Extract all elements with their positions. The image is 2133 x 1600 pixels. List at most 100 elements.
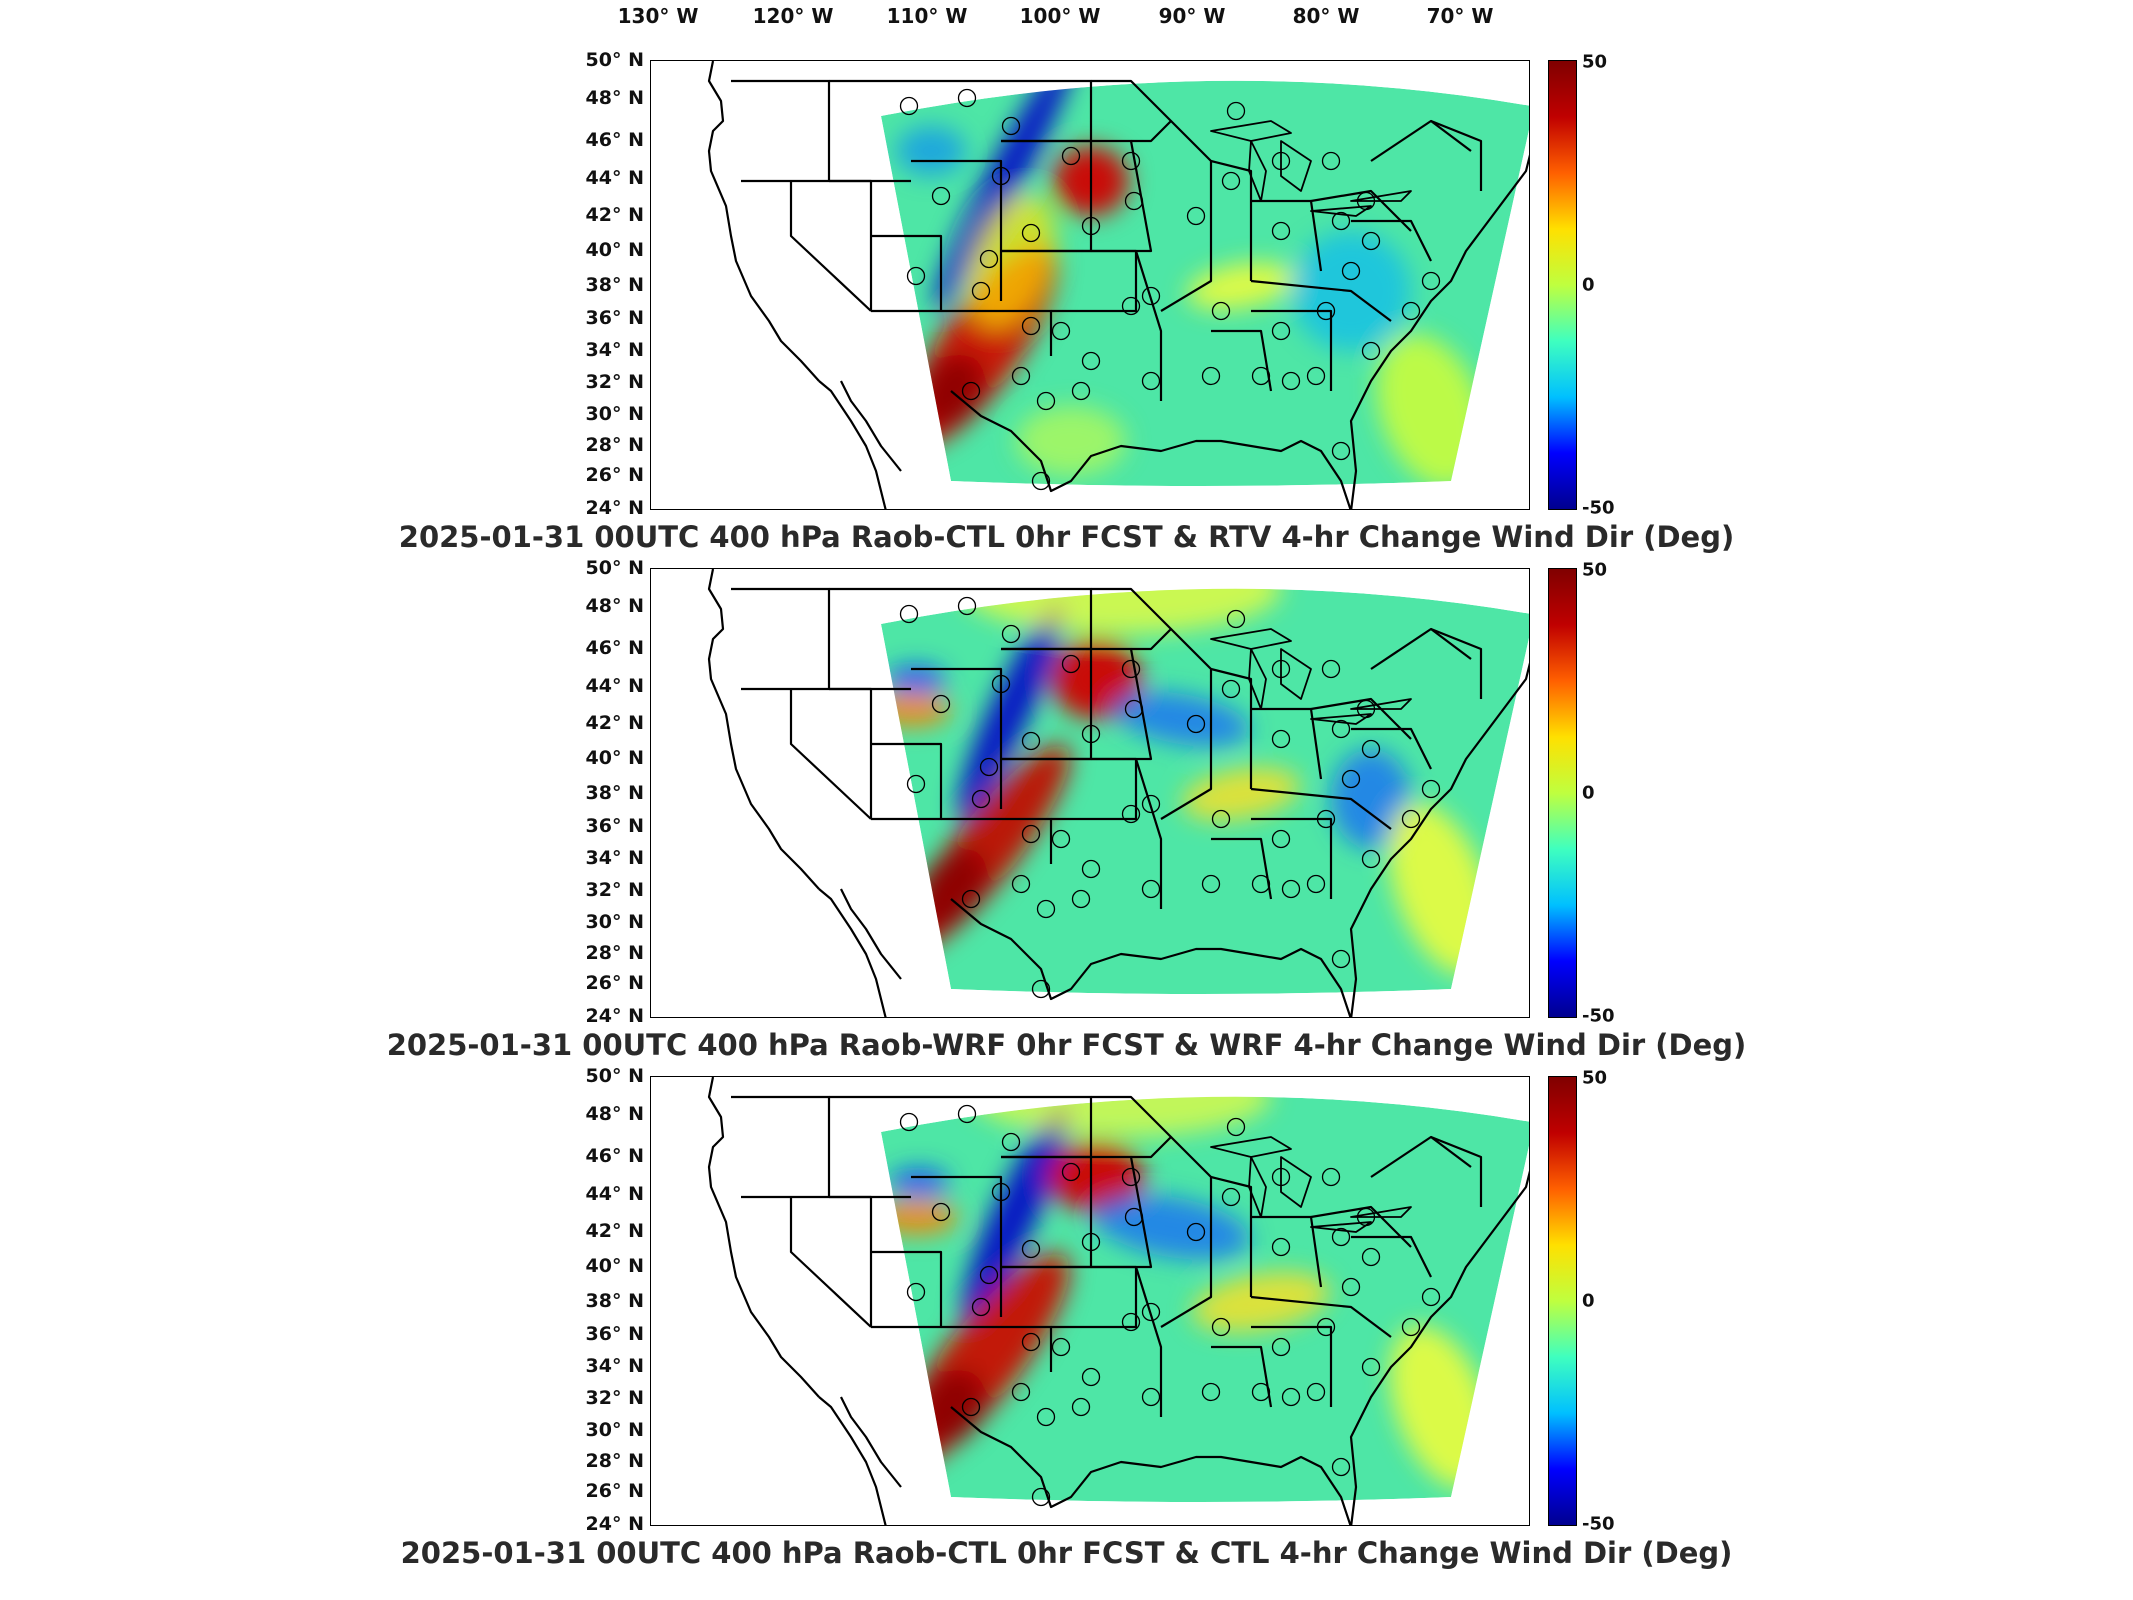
map-panel-ctl: 50° N 48° N 46° N 44° N 42° N 40° N 38° N 36° N… xyxy=(0,1065,2133,1586)
raob-station-marker xyxy=(1421,779,1441,799)
raob-station-marker xyxy=(1061,654,1081,674)
lat-label: 48° N xyxy=(585,1103,644,1125)
raob-station-marker xyxy=(1421,271,1441,291)
lat-label: 28° N xyxy=(585,1450,644,1472)
lat-label: 24° N xyxy=(585,1005,644,1027)
raob-station-marker xyxy=(1021,316,1041,336)
raob-station-marker xyxy=(1271,1167,1291,1187)
map-frame xyxy=(650,60,1530,510)
raob-station-marker xyxy=(991,674,1011,694)
raob-station-marker xyxy=(1321,659,1341,679)
colorbar xyxy=(1548,568,1577,1018)
lat-label: 26° N xyxy=(585,1480,644,1502)
raob-station-marker xyxy=(961,381,981,401)
map-panel-rtv: 50° N 48° N 46° N 44° N 42° N 40° N 38° N 36° N… xyxy=(0,49,2133,570)
raob-station-marker xyxy=(1211,809,1231,829)
longitude-axis: 130° W 120° W 110° W 100° W 90° W 80° W … xyxy=(0,4,2133,40)
raob-station-marker xyxy=(1316,301,1336,321)
raob-station-marker xyxy=(1361,849,1381,869)
raob-station-marker xyxy=(957,1104,977,1124)
raob-station-marker xyxy=(1361,1357,1381,1377)
raob-station-marker xyxy=(1021,223,1041,243)
raob-station-marker xyxy=(1021,1332,1041,1352)
raob-station-marker xyxy=(1306,366,1326,386)
map-svg xyxy=(707,61,1529,509)
raob-station-marker xyxy=(1081,1367,1101,1387)
raob-station-marker xyxy=(1201,366,1221,386)
panel-title: 2025-01-31 00UTC 400 hPa Raob-WRF 0hr FC… xyxy=(386,1028,1747,1062)
raob-station-marker xyxy=(1081,1232,1101,1252)
raob-station-marker xyxy=(1186,714,1206,734)
raob-station-marker xyxy=(971,281,991,301)
raob-station-marker xyxy=(1331,719,1351,739)
raob-station-marker xyxy=(1036,1407,1056,1427)
raob-station-marker xyxy=(991,166,1011,186)
raob-station-marker xyxy=(1361,231,1381,251)
lat-label: 28° N xyxy=(585,942,644,964)
raob-station-marker xyxy=(1071,889,1091,909)
raob-station-marker xyxy=(961,889,981,909)
raob-station-marker xyxy=(1331,211,1351,231)
raob-station-marker xyxy=(1331,1457,1351,1477)
raob-station-marker xyxy=(1361,1247,1381,1267)
anomaly-field xyxy=(881,588,1529,994)
raob-station-marker xyxy=(961,1397,981,1417)
raob-station-marker xyxy=(1031,1487,1051,1507)
raob-station-marker xyxy=(1031,979,1051,999)
raob-station-marker xyxy=(979,757,999,777)
raob-station-marker xyxy=(1221,679,1241,699)
raob-station-marker xyxy=(1316,1317,1336,1337)
raob-station-marker xyxy=(1201,874,1221,894)
lat-label: 38° N xyxy=(585,1290,644,1312)
lat-label: 32° N xyxy=(585,371,644,393)
raob-station-marker xyxy=(1081,859,1101,879)
raob-station-marker xyxy=(957,596,977,616)
raob-station-marker xyxy=(1211,1317,1231,1337)
map-frame xyxy=(650,1076,1530,1526)
raob-station-marker xyxy=(1001,116,1021,136)
raob-station-marker xyxy=(1306,1382,1326,1402)
lon-label: 80° W xyxy=(1292,4,1360,28)
raob-station-marker xyxy=(1281,1387,1301,1407)
lat-label: 32° N xyxy=(585,879,644,901)
colorbar xyxy=(1548,1076,1577,1526)
map-svg xyxy=(707,569,1529,1017)
raob-station-marker xyxy=(1271,729,1291,749)
raob-station-marker xyxy=(1121,659,1141,679)
lat-label: 44° N xyxy=(585,167,644,189)
colorbar-min-label: -50 xyxy=(1582,1513,1615,1535)
panel-title: 2025-01-31 00UTC 400 hPa Raob-CTL 0hr FC… xyxy=(400,1536,1733,1570)
raob-station-marker xyxy=(1061,1162,1081,1182)
lat-label: 28° N xyxy=(585,434,644,456)
lon-label: 70° W xyxy=(1426,4,1494,28)
lat-label: 46° N xyxy=(585,129,644,151)
raob-station-marker xyxy=(1316,809,1336,829)
lat-label: 26° N xyxy=(585,972,644,994)
lat-label: 44° N xyxy=(585,675,644,697)
raob-station-marker xyxy=(1331,1227,1351,1247)
raob-station-marker xyxy=(1081,216,1101,236)
raob-station-marker xyxy=(1356,699,1376,719)
lat-label: 50° N xyxy=(585,49,644,71)
raob-station-marker xyxy=(1051,1337,1071,1357)
lon-label: 90° W xyxy=(1158,4,1226,28)
raob-station-marker xyxy=(971,789,991,809)
raob-station-marker xyxy=(1226,101,1246,121)
lat-label: 36° N xyxy=(585,1323,644,1345)
raob-station-marker xyxy=(1031,471,1051,491)
raob-station-marker xyxy=(1051,321,1071,341)
anomaly-field xyxy=(881,80,1529,487)
raob-station-marker xyxy=(1401,301,1421,321)
raob-station-marker xyxy=(899,96,919,116)
lat-label: 36° N xyxy=(585,815,644,837)
raob-station-marker xyxy=(1051,829,1071,849)
raob-station-marker xyxy=(1341,261,1361,281)
raob-station-marker xyxy=(1011,1382,1031,1402)
colorbar-mid-label: 0 xyxy=(1582,274,1595,296)
raob-station-marker xyxy=(1021,731,1041,751)
lat-label: 32° N xyxy=(585,1387,644,1409)
raob-station-marker xyxy=(971,1297,991,1317)
raob-station-marker xyxy=(906,774,926,794)
lon-label: 110° W xyxy=(886,4,968,28)
colorbar-min-label: -50 xyxy=(1582,497,1615,519)
